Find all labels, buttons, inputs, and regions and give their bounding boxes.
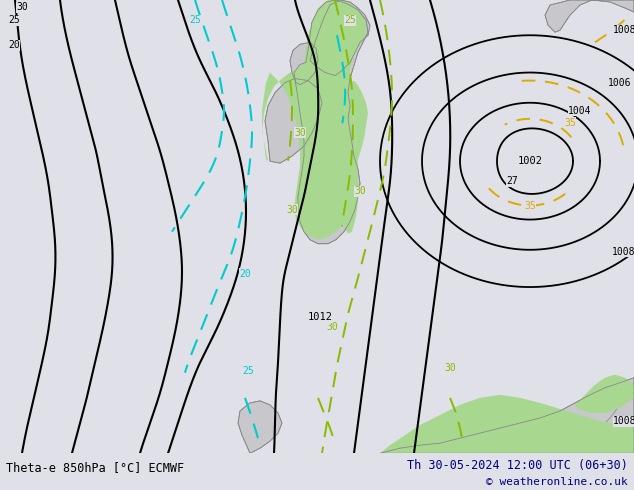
Polygon shape — [580, 383, 634, 453]
Polygon shape — [238, 401, 282, 453]
Polygon shape — [350, 80, 368, 166]
Polygon shape — [290, 42, 318, 85]
Text: 30: 30 — [326, 322, 338, 332]
Polygon shape — [294, 0, 368, 244]
Text: 30: 30 — [354, 186, 366, 196]
Polygon shape — [265, 78, 322, 163]
Text: 1008: 1008 — [613, 416, 634, 426]
Polygon shape — [338, 161, 358, 234]
Text: 1008: 1008 — [613, 25, 634, 35]
Text: Theta-e 850hPa [°C] ECMWF: Theta-e 850hPa [°C] ECMWF — [6, 461, 184, 474]
Polygon shape — [575, 375, 634, 413]
Text: © weatheronline.co.uk: © weatheronline.co.uk — [486, 477, 628, 487]
Text: 25: 25 — [344, 15, 356, 25]
Text: 25: 25 — [189, 15, 201, 25]
Text: 1006: 1006 — [608, 77, 631, 88]
Text: 35: 35 — [524, 201, 536, 212]
Polygon shape — [310, 0, 370, 75]
Text: 25: 25 — [242, 366, 254, 376]
Text: 27: 27 — [506, 176, 518, 186]
Text: 20: 20 — [239, 269, 251, 279]
Polygon shape — [262, 0, 366, 240]
Text: 1002: 1002 — [517, 156, 543, 166]
Text: 1004: 1004 — [568, 106, 592, 116]
Text: 30: 30 — [294, 128, 306, 138]
Text: Th 30-05-2024 12:00 UTC (06+30): Th 30-05-2024 12:00 UTC (06+30) — [407, 459, 628, 471]
Text: 30: 30 — [16, 2, 28, 12]
Text: 30: 30 — [444, 363, 456, 372]
Polygon shape — [380, 395, 634, 453]
Text: 30: 30 — [286, 204, 298, 215]
Text: 1012: 1012 — [307, 312, 332, 322]
Polygon shape — [545, 0, 634, 32]
Polygon shape — [380, 378, 634, 453]
Text: 20: 20 — [8, 40, 20, 50]
Text: 25: 25 — [8, 15, 20, 25]
Text: 1008: 1008 — [612, 247, 634, 257]
Text: 35: 35 — [564, 118, 576, 128]
